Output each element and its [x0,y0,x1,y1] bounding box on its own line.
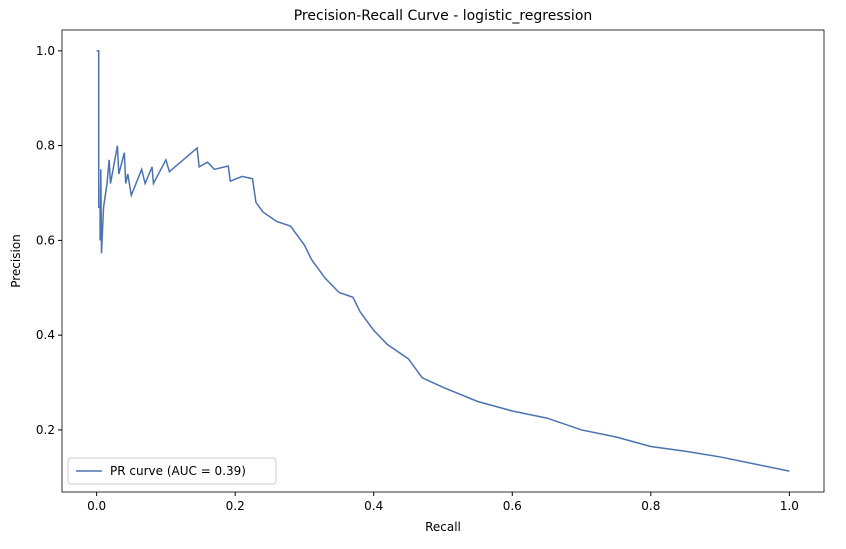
x-axis-label: Recall [425,520,461,534]
legend-label: PR curve (AUC = 0.39) [110,464,246,478]
x-tick-label: 0.2 [226,499,245,513]
y-tick-label: 1.0 [36,44,55,58]
x-tick-label: 0.0 [87,499,106,513]
legend-box [67,457,277,485]
x-tick-label: 0.8 [641,499,660,513]
x-tick-label: 1.0 [780,499,799,513]
pr-curve [96,50,790,472]
y-tick-label: 0.6 [36,233,55,247]
y-axis-label: Precision [9,234,23,288]
chart-title: Precision-Recall Curve - logistic_regres… [294,8,593,24]
plot-frame [61,29,825,493]
x-tick-label: 0.6 [503,499,522,513]
y-tick-label: 0.4 [36,328,55,342]
y-tick-label: 0.2 [36,423,55,437]
y-tick-label: 0.8 [36,139,55,153]
x-tick-label: 0.4 [364,499,383,513]
